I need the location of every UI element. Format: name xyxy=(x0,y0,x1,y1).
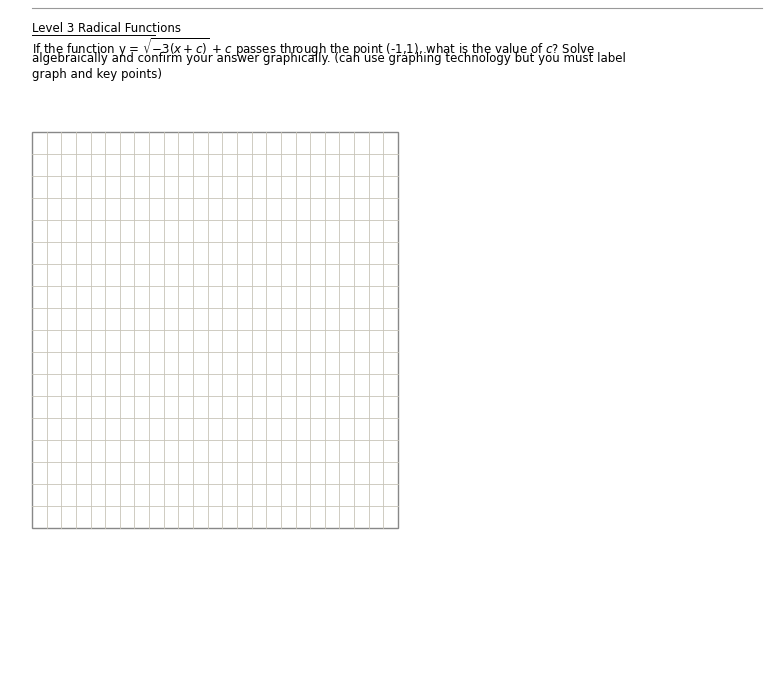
Text: graph and key points): graph and key points) xyxy=(32,68,162,81)
Bar xyxy=(32,132,398,528)
Text: If the function y = $\sqrt{-3(x + c)}$ + $c$ passes through the point (-1,1), wh: If the function y = $\sqrt{-3(x + c)}$ +… xyxy=(32,36,595,58)
Text: algebraically and confirm your answer graphically. (can use graphing technology : algebraically and confirm your answer gr… xyxy=(32,52,626,65)
Text: Level 3 Radical Functions: Level 3 Radical Functions xyxy=(32,22,181,35)
